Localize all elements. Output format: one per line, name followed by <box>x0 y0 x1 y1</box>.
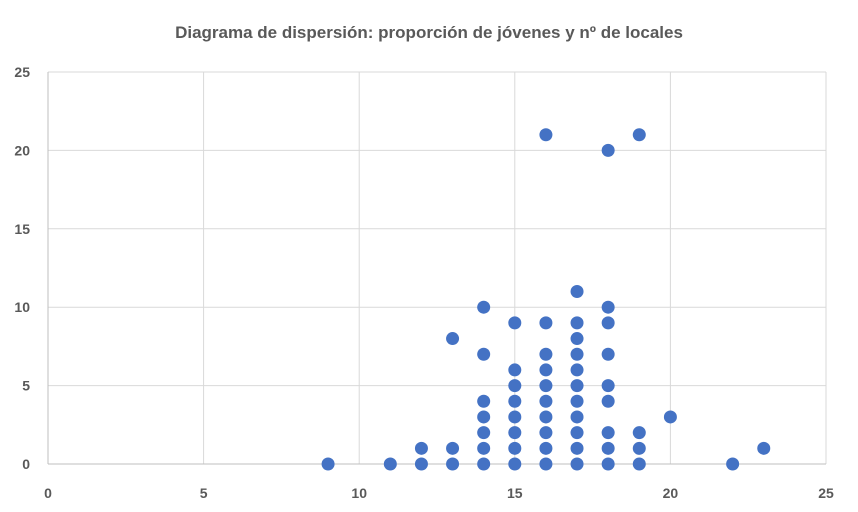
data-point <box>601 394 615 408</box>
data-point <box>539 363 553 377</box>
data-point <box>539 347 553 361</box>
data-point <box>570 394 584 408</box>
axes <box>47 72 826 465</box>
x-tick-label: 5 <box>200 485 208 501</box>
data-point <box>539 441 553 455</box>
data-point <box>477 300 491 314</box>
data-point <box>632 441 646 455</box>
data-point <box>757 441 771 455</box>
data-point <box>663 410 677 424</box>
data-point <box>446 457 460 471</box>
data-point <box>570 410 584 424</box>
data-point <box>508 426 522 440</box>
data-point <box>508 441 522 455</box>
x-tick-label: 0 <box>44 485 52 501</box>
x-tick-label: 20 <box>663 485 679 501</box>
data-point <box>446 441 460 455</box>
data-point <box>508 410 522 424</box>
data-point <box>539 394 553 408</box>
data-point <box>601 143 615 157</box>
data-point <box>570 457 584 471</box>
data-point <box>414 457 428 471</box>
data-point <box>477 394 491 408</box>
data-point <box>726 457 740 471</box>
data-point <box>383 457 397 471</box>
data-point <box>601 457 615 471</box>
data-point <box>601 379 615 393</box>
x-tick-label: 10 <box>351 485 367 501</box>
data-point <box>539 457 553 471</box>
data-point <box>477 347 491 361</box>
data-point <box>508 316 522 330</box>
y-tick-label: 20 <box>14 142 30 158</box>
data-point <box>539 410 553 424</box>
y-tick-label: 25 <box>14 64 30 80</box>
y-tick-label: 10 <box>14 299 30 315</box>
x-tick-label: 15 <box>507 485 523 501</box>
data-point <box>601 300 615 314</box>
data-point <box>477 441 491 455</box>
tick-labels: 0 5 10 15 20 25 0 5 10 15 20 25 <box>14 64 834 501</box>
data-point <box>570 426 584 440</box>
data-point <box>508 363 522 377</box>
data-point <box>477 426 491 440</box>
data-point <box>632 128 646 142</box>
data-point <box>601 347 615 361</box>
data-point <box>477 457 491 471</box>
data-point <box>321 457 335 471</box>
data-point <box>601 441 615 455</box>
data-point <box>570 332 584 346</box>
y-tick-label: 5 <box>22 378 30 394</box>
data-point <box>539 426 553 440</box>
data-point <box>539 128 553 142</box>
data-point <box>570 363 584 377</box>
data-point <box>508 457 522 471</box>
data-point <box>570 379 584 393</box>
gridlines <box>48 71 827 464</box>
data-point <box>414 441 428 455</box>
data-points <box>321 128 771 471</box>
data-point <box>632 457 646 471</box>
data-point <box>570 316 584 330</box>
chart-title: Diagrama de dispersión: proporción de jó… <box>175 23 683 42</box>
data-point <box>446 332 460 346</box>
y-tick-label: 15 <box>14 221 30 237</box>
data-point <box>601 426 615 440</box>
data-point <box>570 347 584 361</box>
data-point <box>508 379 522 393</box>
data-point <box>570 441 584 455</box>
y-tick-label: 0 <box>22 456 30 472</box>
data-point <box>539 316 553 330</box>
data-point <box>477 410 491 424</box>
data-point <box>570 285 584 299</box>
data-point <box>508 394 522 408</box>
data-point <box>539 379 553 393</box>
data-point <box>632 426 646 440</box>
x-tick-label: 25 <box>818 485 834 501</box>
data-point <box>601 316 615 330</box>
